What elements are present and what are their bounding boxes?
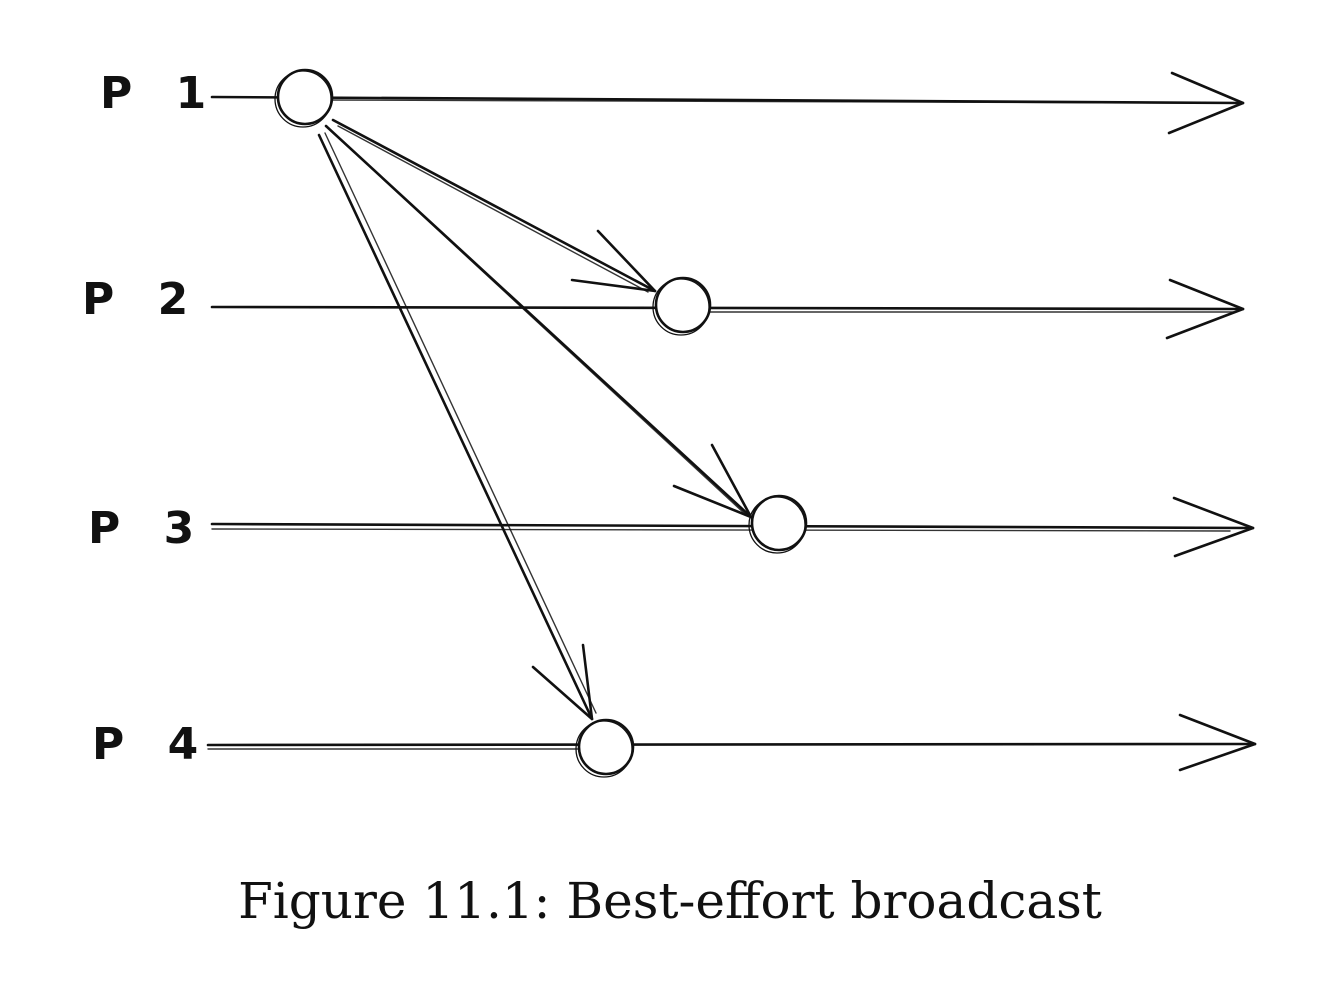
timeline-p2 [210, 278, 1245, 340]
message-p1-to-p4 [317, 132, 597, 721]
process-label-p2: P 2 [82, 274, 202, 325]
process-label-p3: P 3 [88, 503, 208, 554]
event-p1-broadcast [274, 68, 334, 128]
broadcast-diagram: P 1 P 2 P 3 P 4 [82, 68, 1257, 778]
message-p1-to-p2 [331, 118, 657, 293]
event-p2-deliver [652, 276, 712, 336]
timeline-p3 [210, 496, 1255, 558]
timeline-p4 [206, 713, 1257, 772]
figure-caption: Figure 11.1: Best-effort broadcast [238, 872, 1102, 930]
process-label-p1: P 1 [100, 68, 220, 119]
timeline-p1 [210, 71, 1245, 135]
process-label-p4: P 4 [92, 719, 212, 770]
message-p1-to-p3 [324, 124, 753, 519]
event-p4-deliver [575, 718, 635, 778]
event-p3-deliver [748, 494, 808, 554]
